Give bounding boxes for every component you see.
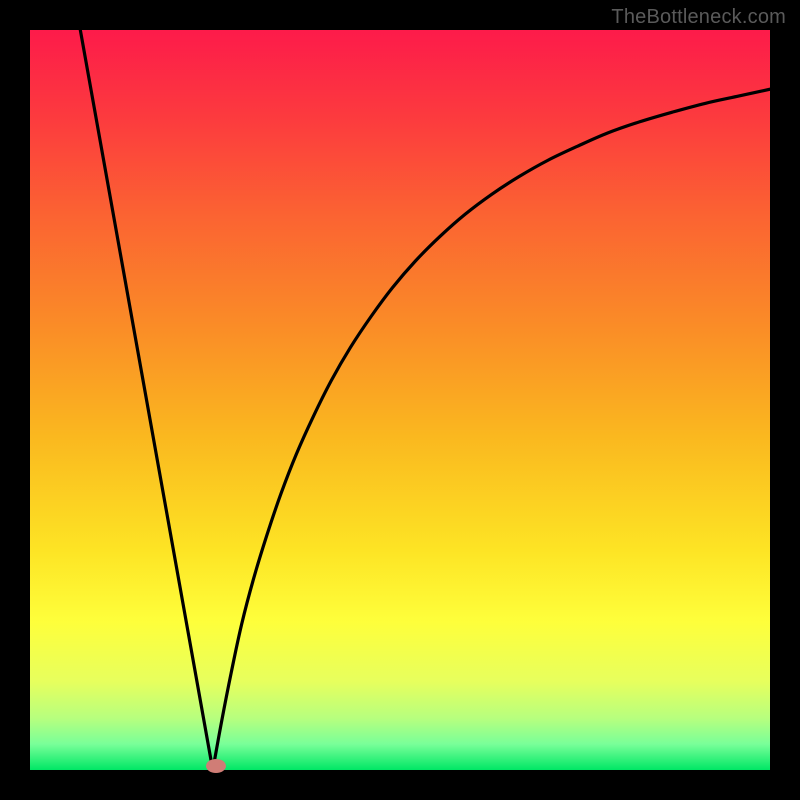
chart-plot-area bbox=[30, 30, 770, 770]
bottleneck-curve bbox=[80, 30, 770, 770]
chart-curve-layer bbox=[30, 30, 770, 770]
chart-minimum-marker bbox=[206, 759, 226, 773]
watermark-text: TheBottleneck.com bbox=[611, 6, 786, 29]
